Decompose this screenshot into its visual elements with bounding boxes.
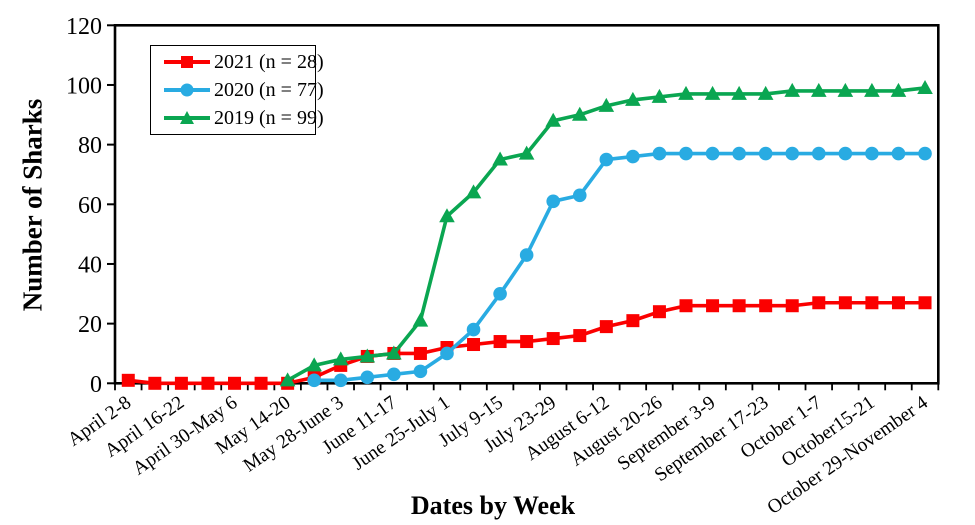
series-2019-marker (359, 348, 376, 363)
series-2021-marker (626, 314, 640, 328)
series-2020-marker (360, 370, 375, 385)
y-tick-label: 60 (78, 193, 102, 219)
series-2020-marker (918, 146, 932, 161)
series-2021-marker (520, 335, 534, 349)
series-2019-marker (465, 184, 482, 199)
series-2019-marker (625, 91, 641, 106)
series-2019-marker (837, 82, 854, 97)
series-2020-marker (865, 146, 879, 161)
series-2019-marker (678, 85, 694, 100)
series-2021-marker (891, 296, 905, 310)
series-2019-marker (704, 85, 721, 100)
y-tick-label: 80 (78, 133, 102, 159)
series-2020-marker (626, 149, 640, 164)
series-2021-marker (599, 320, 613, 334)
series-2021-marker (785, 299, 799, 313)
series-2020-marker (440, 346, 454, 361)
series-2020-marker (493, 287, 507, 301)
series-2021-marker (121, 373, 135, 387)
series-2020-marker (891, 146, 906, 161)
legend-entry-2019: 2019 (n = 99) (163, 108, 324, 128)
series-2019-marker (518, 145, 535, 160)
series-2021-marker (493, 335, 507, 349)
series-2020-marker (758, 146, 773, 161)
series-2021-marker (174, 376, 188, 390)
legend-entry-2020: 2020 (n = 77) (163, 80, 324, 100)
series-2021-marker (706, 299, 720, 313)
series-2019-marker (864, 82, 880, 97)
series-2019-marker (306, 357, 322, 372)
x-axis-title: Dates by Week (410, 491, 576, 520)
series-2020-marker (732, 146, 746, 161)
series-2019-marker (545, 112, 562, 127)
series-2021-marker (679, 299, 693, 313)
series-2021-marker (652, 305, 666, 319)
y-axis-title: Number of Sharks (17, 98, 48, 312)
series-2019-marker (890, 82, 907, 97)
series-2019-line (286, 86, 926, 382)
chart-legend: 2021 (n = 28) 2020 (n = 77) 2019 (n = 99… (150, 45, 324, 135)
y-tick-label: 20 (78, 312, 102, 338)
series-2019-marker (598, 97, 615, 112)
series-2020-line (314, 151, 926, 383)
series-2019-marker (784, 82, 801, 97)
series-2021-marker (148, 376, 162, 390)
series-2021-marker (838, 296, 852, 310)
series-2021-marker (865, 296, 879, 310)
series-2021-marker (546, 332, 560, 346)
series-2021-marker (467, 338, 481, 352)
legend-label-2020: 2020 (n = 77) (214, 79, 324, 101)
series-2019-marker (492, 151, 508, 166)
series-2021-marker (573, 329, 587, 343)
series-2021-marker (201, 376, 215, 390)
legend-marker-2021-icon (164, 56, 210, 68)
series-2021-marker (228, 376, 242, 390)
series-2019-marker (810, 82, 827, 97)
series-2019-marker (757, 85, 774, 100)
series-2021-marker (918, 296, 932, 310)
series-2019-marker (279, 372, 296, 387)
y-tick-label: 0 (90, 372, 102, 398)
series-2020-marker (387, 367, 401, 382)
series-2019-marker (439, 208, 455, 223)
series-2020-marker (679, 146, 693, 161)
series-2020-marker (785, 146, 800, 161)
series-2019-marker (412, 312, 429, 327)
series-2021-marker (254, 376, 268, 390)
series-2019-marker (571, 106, 588, 121)
series-2020-marker (599, 152, 614, 167)
series-2020-marker (519, 248, 534, 262)
y-tick-label: 100 (66, 73, 102, 99)
series-2019-marker (386, 345, 402, 360)
series-2021-marker (732, 299, 746, 313)
legend-marker-2019-icon (164, 111, 210, 124)
series-2020-marker (413, 364, 428, 379)
series-2020-marker (838, 146, 853, 161)
legend-label-2019: 2019 (n = 99) (214, 107, 324, 129)
series-2019-marker (731, 85, 747, 100)
y-tick-label: 40 (78, 252, 102, 278)
series-2020-marker (572, 188, 587, 203)
series-2020-marker (811, 146, 826, 161)
legend-marker-2020-icon (164, 83, 210, 97)
series-2021-marker (413, 346, 427, 360)
series-2020-marker (546, 194, 561, 209)
series-2020-marker (307, 373, 321, 388)
series-2019-marker (332, 351, 349, 366)
series-2020-marker (705, 146, 720, 161)
series-2020-marker (333, 373, 348, 388)
series-2020-marker (466, 322, 481, 337)
series-2019-marker (917, 79, 933, 94)
y-tick-label: 120 (66, 14, 102, 40)
series-2021-marker (812, 296, 826, 310)
series-2020-marker (652, 146, 667, 161)
legend-label-2021: 2021 (n = 28) (214, 51, 324, 73)
series-2019-marker (651, 88, 668, 103)
series-2021-marker (759, 299, 773, 313)
legend-entry-2021: 2021 (n = 28) (163, 52, 324, 72)
